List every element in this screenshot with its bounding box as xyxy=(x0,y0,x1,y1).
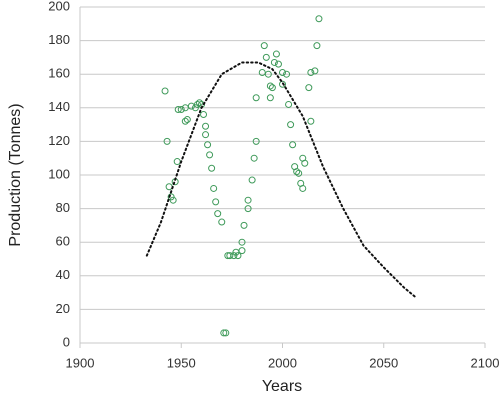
point xyxy=(266,94,274,102)
point xyxy=(307,69,315,77)
point xyxy=(238,247,246,255)
point xyxy=(208,164,216,172)
y-tick-label: 80 xyxy=(56,200,70,215)
point xyxy=(222,329,230,337)
point xyxy=(206,151,214,159)
y-tick-label: 140 xyxy=(48,99,70,114)
point xyxy=(287,121,295,129)
point xyxy=(266,82,274,90)
x-tick-label: 2100 xyxy=(471,355,500,370)
point xyxy=(262,53,270,61)
y-tick-label: 200 xyxy=(48,0,70,13)
x-tick-label: 2000 xyxy=(268,355,297,370)
point xyxy=(268,84,276,92)
point xyxy=(301,159,309,167)
point xyxy=(200,111,208,119)
y-tick-label: 120 xyxy=(48,133,70,148)
point xyxy=(183,116,191,124)
point xyxy=(293,168,301,176)
y-tick-label: 0 xyxy=(63,334,70,349)
point xyxy=(305,84,313,92)
point xyxy=(210,184,218,192)
point xyxy=(165,183,173,191)
x-axis-title: Years xyxy=(262,378,302,395)
trend-line xyxy=(145,61,418,299)
point xyxy=(311,67,319,75)
point xyxy=(220,329,228,337)
point xyxy=(270,58,278,66)
y-tick-label: 20 xyxy=(56,301,70,316)
y-tick-label: 60 xyxy=(56,234,70,249)
point xyxy=(289,141,297,149)
point xyxy=(260,42,268,50)
point xyxy=(250,154,258,162)
point xyxy=(244,196,252,204)
y-tick-label: 40 xyxy=(56,267,70,282)
point xyxy=(177,105,185,113)
point xyxy=(244,205,252,213)
point xyxy=(202,131,210,139)
y-axis-title: Production (Tonnes) xyxy=(7,103,24,246)
x-tick-label: 1950 xyxy=(167,355,196,370)
point xyxy=(195,99,203,107)
point xyxy=(226,252,234,260)
point xyxy=(204,141,212,149)
point xyxy=(240,221,248,229)
point xyxy=(307,117,315,125)
point xyxy=(248,176,256,184)
point xyxy=(234,252,242,260)
point xyxy=(285,100,293,108)
y-tick-label: 100 xyxy=(48,166,70,181)
point xyxy=(181,104,189,112)
point xyxy=(214,210,222,218)
point xyxy=(238,238,246,246)
point xyxy=(212,198,220,206)
point xyxy=(252,94,260,102)
y-tick-label: 160 xyxy=(48,66,70,81)
point xyxy=(315,15,323,23)
point xyxy=(283,70,291,78)
x-tick-label: 2050 xyxy=(369,355,398,370)
point xyxy=(274,60,282,68)
point xyxy=(299,184,307,192)
point xyxy=(313,42,321,50)
point xyxy=(193,100,201,108)
point xyxy=(295,169,303,177)
point xyxy=(272,50,280,58)
x-tick-label: 1900 xyxy=(66,355,95,370)
point xyxy=(264,70,272,78)
point xyxy=(258,69,266,77)
y-tick-label: 180 xyxy=(48,32,70,47)
point xyxy=(252,137,260,145)
point xyxy=(173,158,181,166)
point xyxy=(202,122,210,130)
point xyxy=(161,87,169,95)
point xyxy=(279,80,286,88)
point xyxy=(279,69,286,77)
point xyxy=(181,117,189,125)
point xyxy=(163,137,171,145)
point xyxy=(218,218,226,226)
point xyxy=(174,105,182,113)
point xyxy=(187,102,195,110)
point xyxy=(169,196,177,204)
